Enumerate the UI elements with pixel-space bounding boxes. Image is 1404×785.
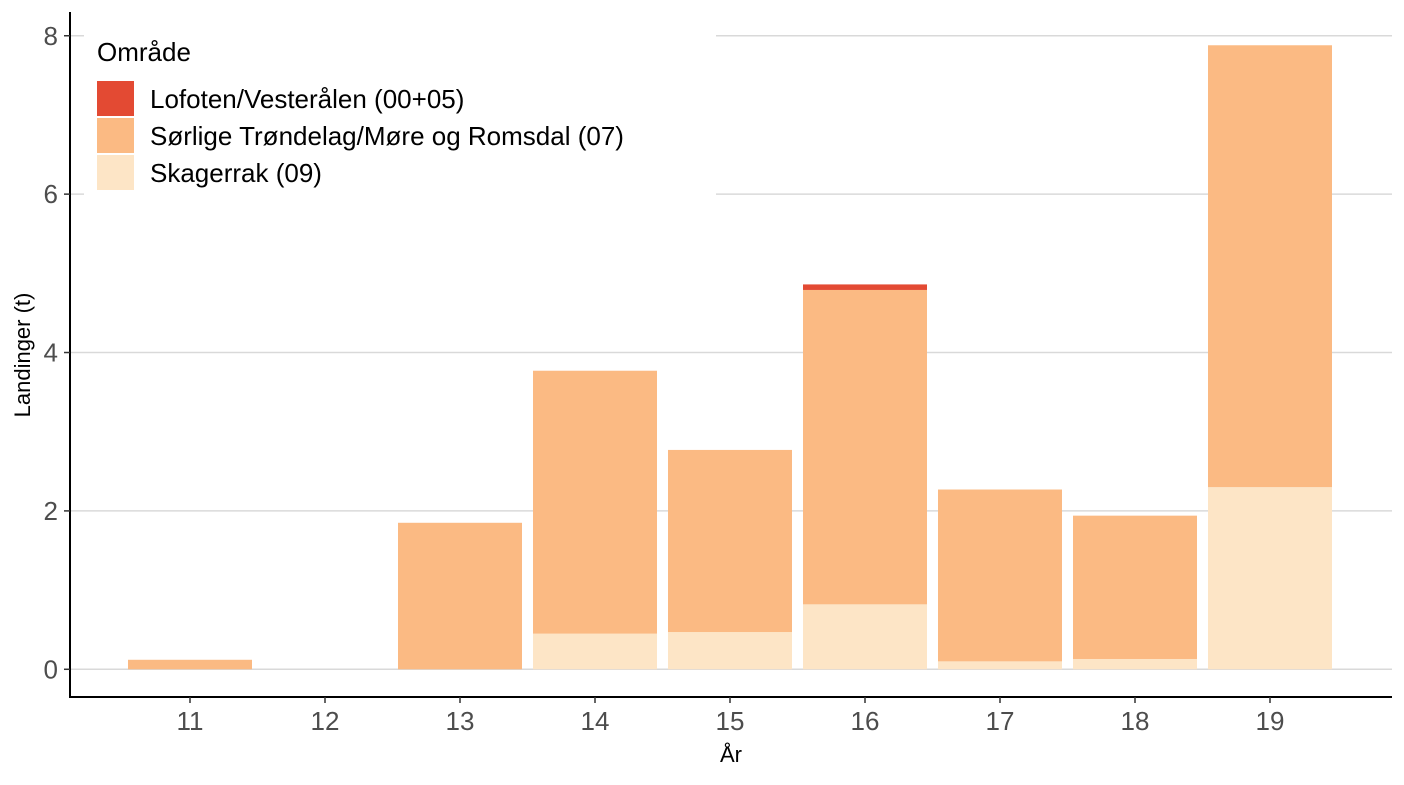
bar-15-series-0 <box>668 632 792 670</box>
x-axis-title: År <box>720 742 742 767</box>
bar-16-series-1 <box>803 289 927 605</box>
x-tick-label-18: 18 <box>1121 706 1150 736</box>
y-axis-title: Landinger (t) <box>10 293 35 418</box>
x-tick-label-12: 12 <box>311 706 340 736</box>
bar-17-series-0 <box>938 661 1062 670</box>
x-tick-label-14: 14 <box>581 706 610 736</box>
bar-17-series-1 <box>938 489 1062 662</box>
legend-background <box>84 30 716 198</box>
y-tick-label-2: 2 <box>44 496 58 526</box>
y-tick-label-4: 4 <box>44 338 58 368</box>
y-tick-label-8: 8 <box>44 21 58 51</box>
legend-swatch-0 <box>97 81 134 116</box>
legend-label-1: Sørlige Trøndelag/Møre og Romsdal (07) <box>150 121 624 151</box>
y-axis-ticks: 0 2 4 6 8 <box>44 21 70 684</box>
bar-19-series-1 <box>1208 45 1332 488</box>
bar-13-series-1 <box>398 522 522 670</box>
x-axis-ticks: 11 12 13 14 15 16 17 18 19 <box>177 697 1285 736</box>
x-tick-label-19: 19 <box>1256 706 1285 736</box>
legend-label-0: Lofoten/Vesterålen (00+05) <box>150 84 464 114</box>
x-tick-label-15: 15 <box>716 706 745 736</box>
bars <box>128 45 1332 670</box>
bar-15-series-1 <box>668 449 792 633</box>
bar-19-series-0 <box>1208 487 1332 670</box>
legend-label-2: Skagerrak (09) <box>150 158 322 188</box>
x-tick-label-16: 16 <box>851 706 880 736</box>
bar-16-series-2 <box>803 284 927 290</box>
legend-swatch-2 <box>97 155 134 190</box>
bar-14-series-1 <box>533 370 657 634</box>
bar-18-series-1 <box>1073 515 1197 659</box>
x-tick-label-17: 17 <box>986 706 1015 736</box>
legend: Område Lofoten/Vesterålen (00+05) Sørlige… <box>84 30 716 198</box>
x-tick-label-11: 11 <box>177 706 204 736</box>
bar-14-series-0 <box>533 633 657 670</box>
bar-11-series-1 <box>128 659 252 670</box>
bar-18-series-0 <box>1073 658 1197 670</box>
legend-swatch-1 <box>97 118 134 153</box>
bar-16-series-0 <box>803 604 927 670</box>
legend-title: Område <box>97 37 191 67</box>
y-tick-label-6: 6 <box>44 179 58 209</box>
x-tick-label-13: 13 <box>446 706 475 736</box>
y-tick-label-0: 0 <box>44 654 58 684</box>
